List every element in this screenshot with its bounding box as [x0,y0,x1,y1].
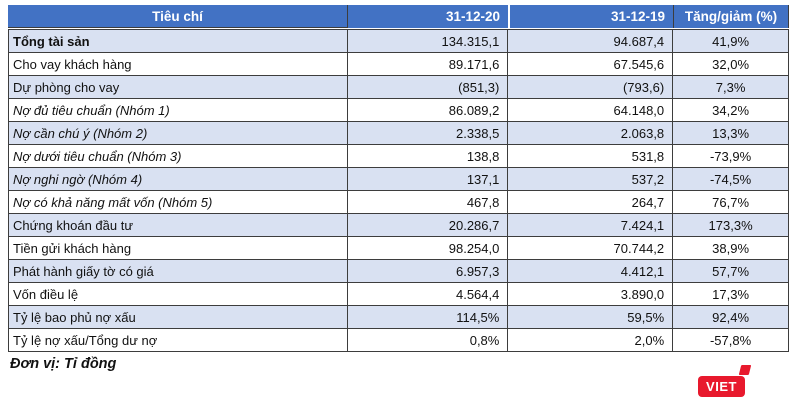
table-row: Chứng khoán đầu tư 20.286,7 7.424,1 173,3% [9,214,789,237]
table-row: Nợ cần chú ý (Nhóm 2) 2.338,5 2.063,8 13,3% [9,122,789,145]
value-2020-cell: 114,5% [347,306,509,329]
value-2020-cell: (851,3) [347,76,509,99]
table-row: Nợ dưới tiêu chuẩn (Nhóm 3) 138,8 531,8 -73… [9,145,789,168]
value-2019-cell: 2,0% [508,329,674,352]
financial-table: Tiêu chí 31-12-20 31-12-19 Tăng/giảm (%)… [8,5,789,352]
header-change-percent: Tăng/giảm (%) [673,5,789,28]
change-percent-cell: 38,9% [673,237,789,260]
row-label-cell: Vốn điều lệ [9,283,348,306]
table-row: Tiền gửi khách hàng 98.254,0 70.744,2 38,9% [9,237,789,260]
value-2019-cell: 3.890,0 [508,283,674,306]
table-body: Tổng tài sản 134.315,1 94.687,4 41,9% Cho va… [8,29,789,352]
row-label-cell: Tổng tài sản [9,30,348,53]
table-row: Phát hành giấy tờ có giá 6.957,3 4.412,1 57… [9,260,789,283]
value-2019-cell: 4.412,1 [508,260,674,283]
header-date-2019: 31-12-19 [508,5,673,28]
value-2020-cell: 20.286,7 [347,214,509,237]
row-label-cell: Phát hành giấy tờ có giá [9,260,348,283]
value-2020-cell: 6.957,3 [347,260,509,283]
row-label-cell: Dự phòng cho vay [9,76,348,99]
value-2019-cell: 67.545,6 [508,53,674,76]
value-2019-cell: 7.424,1 [508,214,674,237]
logo-flag-icon [738,365,752,375]
change-percent-cell: -74,5% [673,168,789,191]
table-header-row: Tiêu chí 31-12-20 31-12-19 Tăng/giảm (%) [8,5,789,28]
value-2019-cell: 64.148,0 [508,99,674,122]
change-percent-cell: 57,7% [673,260,789,283]
value-2019-cell: 264,7 [508,191,674,214]
value-2019-cell: 70.744,2 [508,237,674,260]
change-percent-cell: -57,8% [673,329,789,352]
unit-note: Đơn vị: Tỉ đồng [10,356,117,372]
change-percent-cell: 13,3% [673,122,789,145]
value-2019-cell: 59,5% [508,306,674,329]
row-label-cell: Nợ đủ tiêu chuẩn (Nhóm 1) [9,99,348,122]
viet-logo: VIET [698,365,754,400]
value-2019-cell: 537,2 [508,168,674,191]
row-label-cell: Nợ dưới tiêu chuẩn (Nhóm 3) [9,145,348,168]
row-label-cell: Nợ nghi ngờ (Nhóm 4) [9,168,348,191]
change-percent-cell: 173,3% [673,214,789,237]
table-row: Tổng tài sản 134.315,1 94.687,4 41,9% [9,30,789,53]
change-percent-cell: 17,3% [673,283,789,306]
value-2020-cell: 4.564,4 [347,283,509,306]
value-2020-cell: 86.089,2 [347,99,509,122]
header-date-2020: 31-12-20 [347,5,508,28]
change-percent-cell: 92,4% [673,306,789,329]
logo-text: VIET [698,376,745,397]
row-label-cell: Chứng khoán đầu tư [9,214,348,237]
value-2019-cell: 94.687,4 [508,30,674,53]
change-percent-cell: -73,9% [673,145,789,168]
change-percent-cell: 7,3% [673,76,789,99]
table-row: Vốn điều lệ 4.564,4 3.890,0 17,3% [9,283,789,306]
value-2019-cell: 531,8 [508,145,674,168]
change-percent-cell: 32,0% [673,53,789,76]
value-2019-cell: 2.063,8 [508,122,674,145]
header-criteria: Tiêu chí [8,5,347,28]
value-2020-cell: 89.171,6 [347,53,509,76]
value-2019-cell: (793,6) [508,76,674,99]
row-label-cell: Nợ có khả năng mất vốn (Nhóm 5) [9,191,348,214]
value-2020-cell: 467,8 [347,191,509,214]
value-2020-cell: 2.338,5 [347,122,509,145]
table-row: Tỷ lệ nợ xấu/Tổng dư nợ 0,8% 2,0% -57,8% [9,329,789,352]
table-row: Tỷ lệ bao phủ nợ xấu 114,5% 59,5% 92,4% [9,306,789,329]
change-percent-cell: 41,9% [673,30,789,53]
table-row: Nợ nghi ngờ (Nhóm 4) 137,1 537,2 -74,5% [9,168,789,191]
row-label-cell: Tiền gửi khách hàng [9,237,348,260]
table-row: Cho vay khách hàng 89.171,6 67.545,6 32,0% [9,53,789,76]
table-row: Nợ đủ tiêu chuẩn (Nhóm 1) 86.089,2 64.148,… [9,99,789,122]
value-2020-cell: 0,8% [347,329,509,352]
row-label-cell: Tỷ lệ nợ xấu/Tổng dư nợ [9,329,348,352]
table-row: Dự phòng cho vay (851,3) (793,6) 7,3% [9,76,789,99]
value-2020-cell: 138,8 [347,145,509,168]
change-percent-cell: 76,7% [673,191,789,214]
value-2020-cell: 137,1 [347,168,509,191]
value-2020-cell: 98.254,0 [347,237,509,260]
table-row: Nợ có khả năng mất vốn (Nhóm 5) 467,8 264,… [9,191,789,214]
row-label-cell: Cho vay khách hàng [9,53,348,76]
value-2020-cell: 134.315,1 [347,30,509,53]
change-percent-cell: 34,2% [673,99,789,122]
row-label-cell: Nợ cần chú ý (Nhóm 2) [9,122,348,145]
row-label-cell: Tỷ lệ bao phủ nợ xấu [9,306,348,329]
